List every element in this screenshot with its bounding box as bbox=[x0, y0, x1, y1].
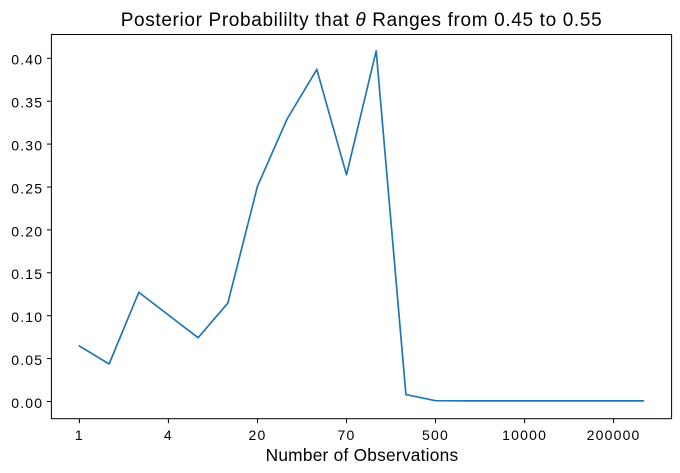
svg-text:0.20: 0.20 bbox=[11, 223, 43, 239]
svg-text:Posterior Probabililty that θ: Posterior Probabililty that θ Ranges fro… bbox=[121, 10, 603, 31]
svg-text:Number of Observations: Number of Observations bbox=[266, 445, 459, 465]
svg-text:0.40: 0.40 bbox=[11, 52, 43, 68]
svg-text:500: 500 bbox=[422, 427, 449, 443]
svg-text:20: 20 bbox=[249, 427, 267, 443]
svg-text:0.05: 0.05 bbox=[11, 352, 43, 368]
svg-text:0.00: 0.00 bbox=[11, 395, 43, 411]
svg-text:1: 1 bbox=[75, 427, 84, 443]
svg-text:4: 4 bbox=[164, 427, 173, 443]
svg-text:0.10: 0.10 bbox=[11, 309, 43, 325]
svg-text:70: 70 bbox=[338, 427, 356, 443]
svg-text:200000: 200000 bbox=[587, 427, 641, 443]
svg-text:10000: 10000 bbox=[502, 427, 547, 443]
svg-text:0.30: 0.30 bbox=[11, 138, 43, 154]
svg-text:0.35: 0.35 bbox=[11, 95, 43, 111]
svg-text:0.25: 0.25 bbox=[11, 180, 43, 196]
svg-text:0.15: 0.15 bbox=[11, 266, 43, 282]
